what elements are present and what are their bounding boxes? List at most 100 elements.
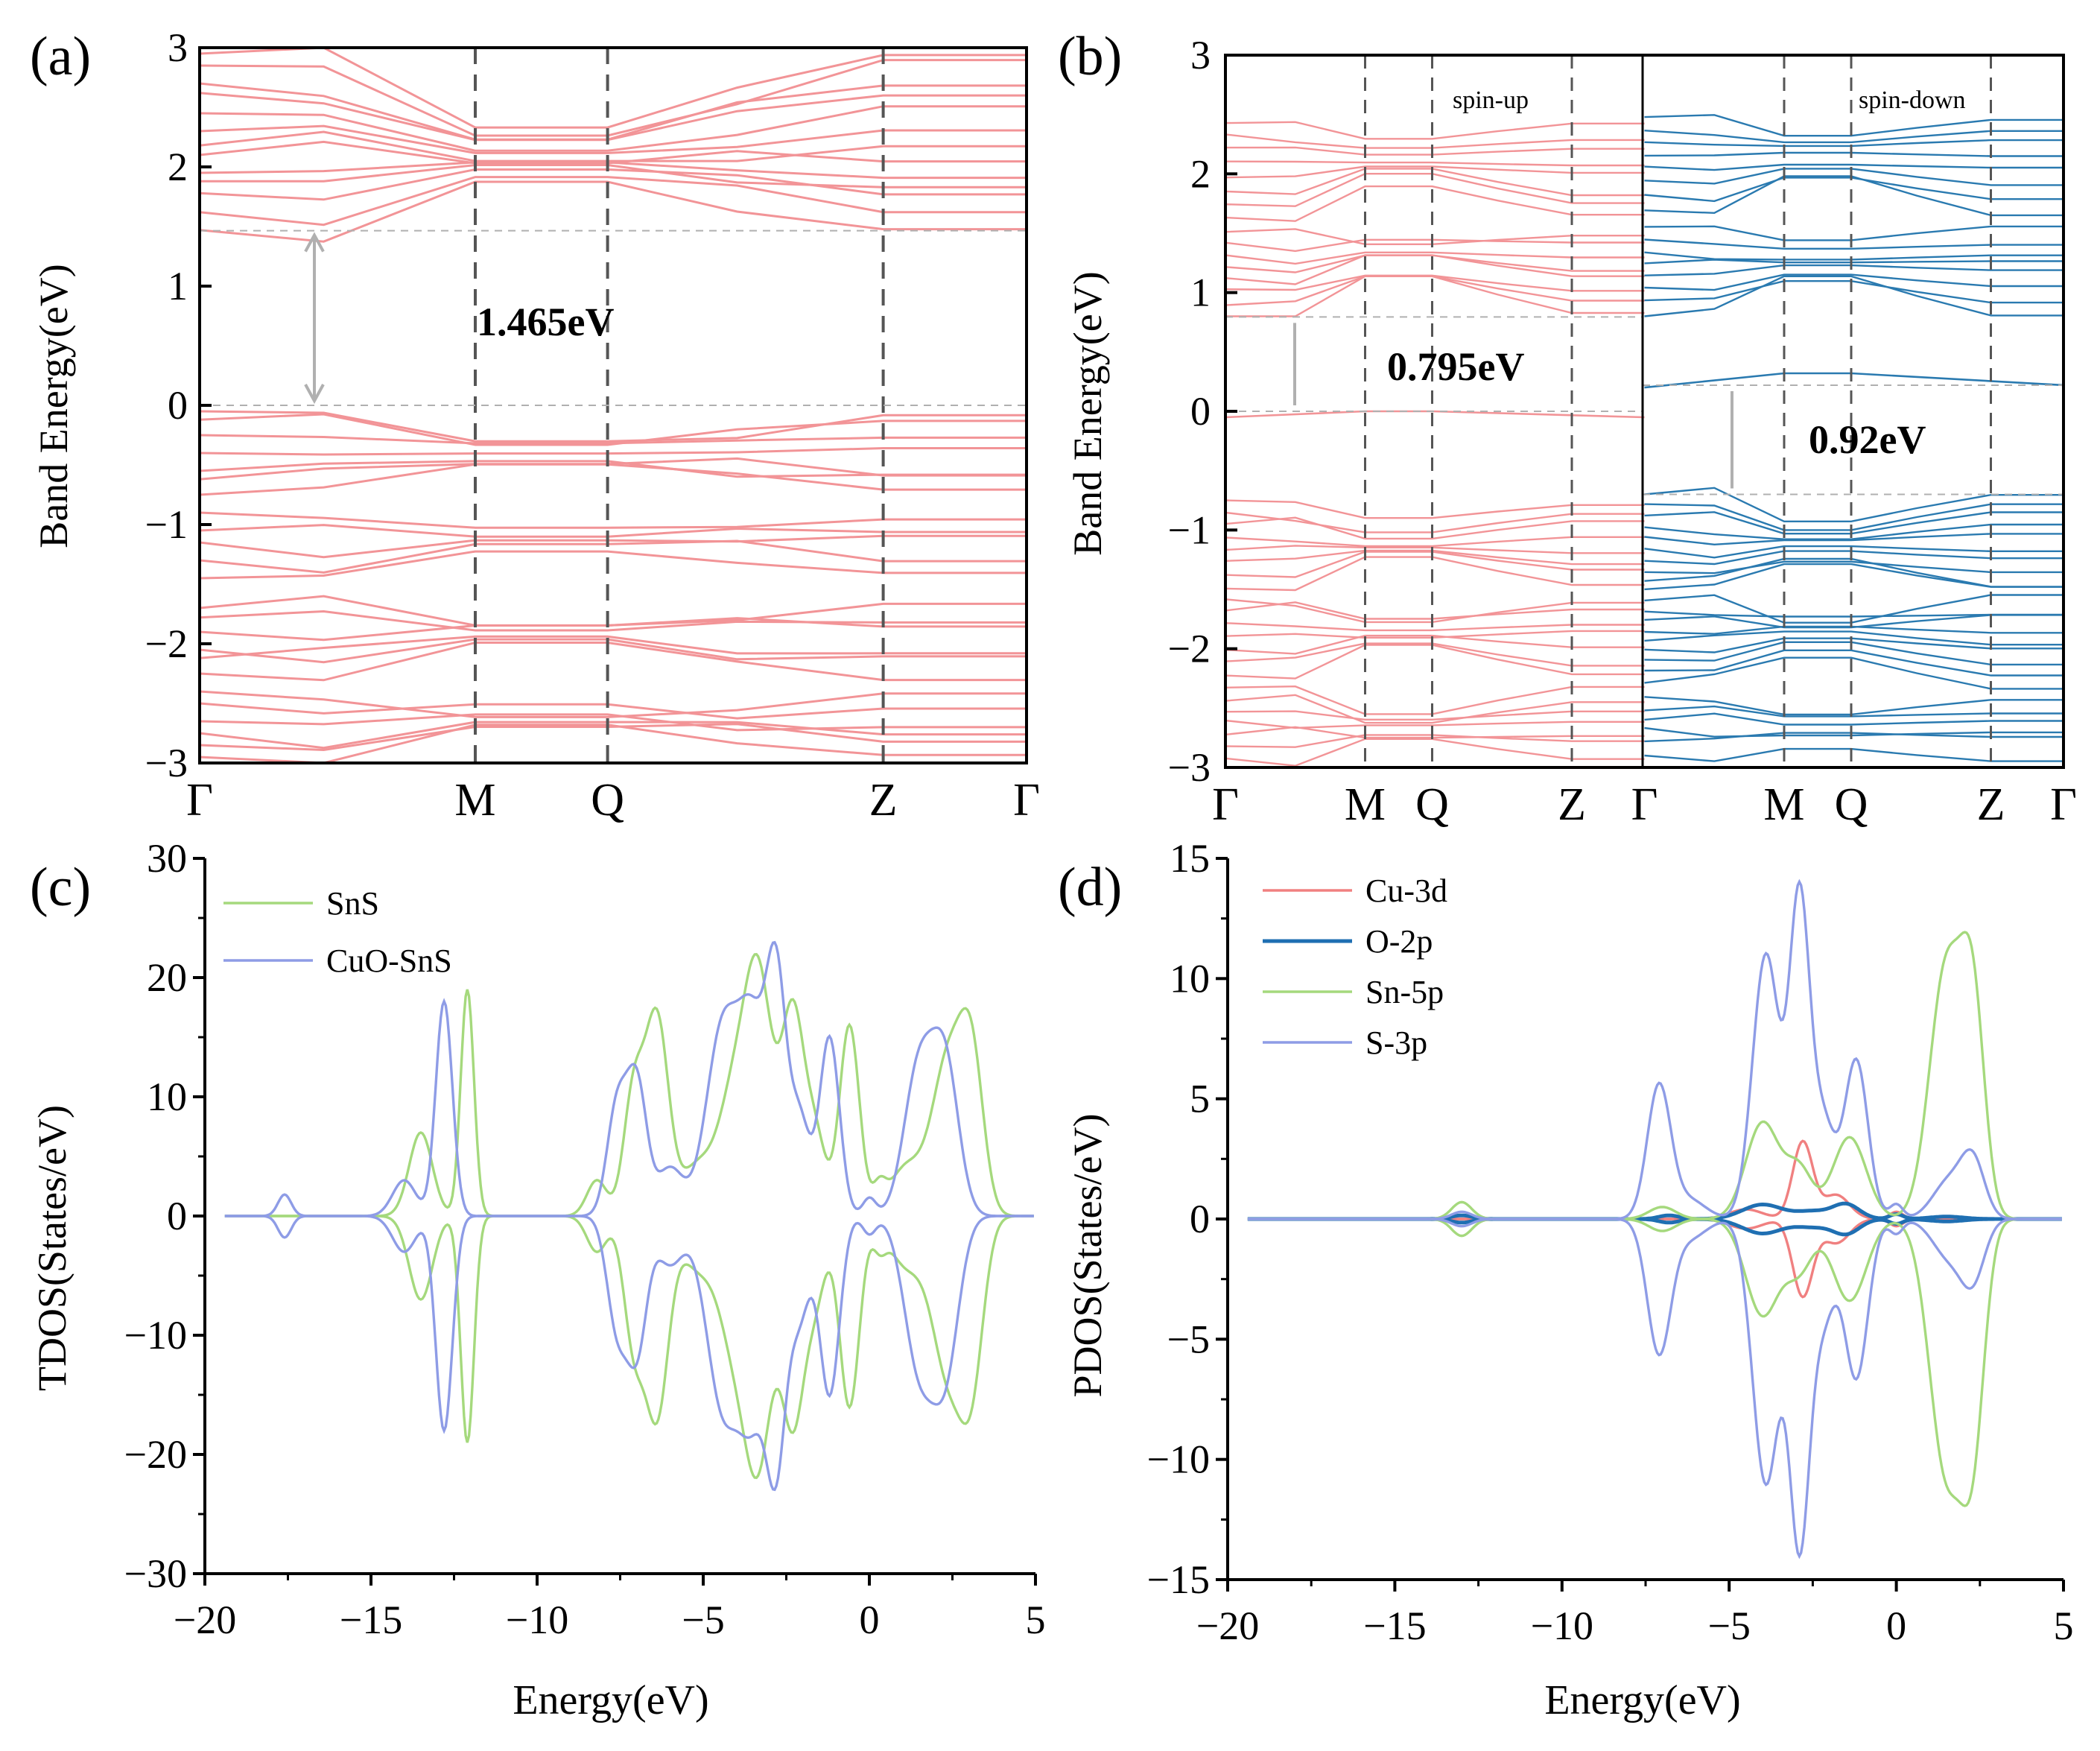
d-legend-label-3: S-3p [1365, 1025, 1427, 1061]
panel-b-kpoint-lines [1364, 55, 1992, 767]
panel-b-y-axis-label: Band Energy(eV) [1065, 271, 1110, 555]
d-xtick-label-5: 5 [2054, 1603, 2074, 1648]
panel-a-band-structure: (a) 1.465eV 3 2 1 0 −1 −2 −3 Γ M Q Z Γ Band Energy… [30, 25, 1040, 826]
panel-b-down-band-40 [1644, 747, 2063, 762]
d-ytick-label-2: 5 [1190, 1077, 1210, 1121]
panel-b-up-band-35 [1225, 726, 1645, 739]
panel-a-gap-arrowhead-bottom [304, 384, 325, 405]
d-ytick-label-1: 10 [1170, 956, 1210, 1001]
panel-b-up-band-9 [1225, 173, 1645, 207]
panel-b-ytick-label-3: 0 [1190, 389, 1211, 434]
c-series-0-up [224, 952, 1034, 1218]
panel-a-label: (a) [30, 26, 91, 87]
panel-a-ytick-label-5: −2 [145, 621, 188, 666]
panel-a-kpoint-0: Γ [186, 775, 213, 826]
panel-b-down-band-0 [1644, 275, 2063, 317]
c-series-1-down [224, 1215, 1034, 1492]
panel-b-down-band-12 [1644, 151, 2063, 157]
c-legend-label-1: CuO-SnS [326, 943, 452, 979]
panel-a-ytick-label-2: 1 [168, 264, 188, 308]
panel-a-ytick-label-0: 3 [168, 25, 188, 70]
panel-b-spin-down-gap-label: 0.92eV [1809, 417, 1926, 462]
panel-b-ytick-label-0: 3 [1190, 33, 1211, 77]
panel-b-up-band-special-0 [1225, 410, 1645, 419]
d-legend-label-2: Sn-5p [1365, 974, 1444, 1010]
panel-a-kpoint-1: M [454, 775, 495, 826]
panel-b-down-band-35 [1644, 696, 2063, 716]
panel-b-kpoint-4: Γ [1631, 779, 1658, 830]
panel-b-label: (b) [1058, 26, 1122, 87]
d-xtick-label-4: 0 [1886, 1603, 1906, 1648]
panel-c-label: (c) [30, 857, 91, 918]
panel-a-gap-indicator [200, 229, 1027, 406]
panel-b-y-ticks: 3 2 1 0 −1 −2 −3 [1168, 33, 1237, 790]
panel-b-spin-band-structure: (b) spin-up spin-down 0.795eV 0.92eV 3 2 1… [1058, 26, 2077, 830]
panel-b-up-band-18 [1225, 516, 1645, 540]
d-ytick-label-4: −5 [1167, 1317, 1210, 1361]
panel-b-kpoint-0: Γ [1212, 779, 1239, 830]
panel-b-up-band-12 [1225, 160, 1645, 167]
panel-b-down-band-33 [1644, 649, 2063, 677]
panel-c-y-axis-label: TDOS(States/eV) [30, 1105, 74, 1391]
panel-a-ytick-label-4: −1 [145, 502, 188, 547]
d-xtick-label-3: −5 [1707, 1603, 1750, 1648]
d-series-3-down [1247, 1218, 2062, 1560]
panel-b-up-band-37 [1225, 738, 1645, 767]
panel-b-down-band-25 [1644, 563, 2063, 591]
c-ytick-label-0: 30 [147, 836, 187, 881]
panel-b-up-band-0 [1225, 275, 1645, 317]
panel-a-band-6 [199, 130, 1027, 162]
panel-b-ytick-label-4: −1 [1168, 507, 1211, 552]
panel-a-band-14 [199, 413, 1027, 446]
panel-b-up-band-14 [1225, 133, 1645, 149]
panel-b-bands [1225, 114, 2064, 767]
c-ytick-label-2: 10 [147, 1074, 187, 1119]
panel-b-up-band-23 [1225, 556, 1645, 592]
d-series-0-up [1247, 1139, 2062, 1220]
d-ytick-label-3: 0 [1190, 1197, 1210, 1241]
panel-b-up-band-31 [1225, 685, 1645, 715]
panel-a-gap-arrowhead-top [304, 232, 325, 253]
panel-b-down-band-8 [1644, 175, 2063, 217]
d-series-1-down [1247, 1217, 2062, 1237]
panel-b-down-band-6 [1644, 238, 2063, 250]
panel-a-y-ticks: 3 2 1 0 −1 −2 −3 [145, 25, 212, 785]
panel-b-up-band-17 [1225, 511, 1645, 533]
panel-d-legend: Cu-3d O-2p Sn-5p S-3p [1263, 873, 1447, 1061]
panel-b-ytick-label-2: 1 [1190, 270, 1211, 315]
d-xtick-label-1: −15 [1363, 1603, 1426, 1648]
panel-b-up-band-6 [1225, 238, 1645, 253]
panel-b-up-band-11 [1225, 165, 1645, 179]
panel-d-curves [1247, 878, 2062, 1560]
c-xtick-label-4: 0 [860, 1598, 880, 1642]
d-series-0-down [1247, 1218, 2062, 1299]
panel-b-up-band-5 [1225, 251, 1645, 265]
d-ytick-label-5: −10 [1147, 1437, 1210, 1482]
c-series-1-up [224, 940, 1034, 1218]
d-ytick-label-6: −15 [1147, 1557, 1210, 1602]
panel-b-down-band-3 [1644, 264, 2063, 276]
panel-b-down-band-17 [1644, 503, 2063, 531]
d-legend-label-1: O-2p [1365, 923, 1433, 960]
d-ytick-label-0: 15 [1170, 836, 1210, 881]
panel-b-down-band-34 [1644, 656, 2063, 690]
panel-b-up-band-32 [1225, 694, 1645, 724]
c-xtick-label-5: 5 [1026, 1598, 1046, 1642]
panel-d-x-axis-label: Energy(eV) [1544, 1677, 1740, 1723]
panel-b-down-band-7 [1644, 225, 2063, 241]
panel-a-kpoint-4: Γ [1013, 775, 1040, 826]
panel-a-gap-label: 1.465eV [477, 300, 614, 344]
panel-b-down-band-9 [1644, 177, 2063, 203]
c-ytick-label-1: 20 [147, 955, 187, 1000]
panel-a-kpoint-3: Z [869, 775, 898, 826]
panel-b-up-band-26 [1225, 622, 1645, 632]
panel-b-kpoint-6: Q [1835, 779, 1868, 830]
c-xtick-label-3: −5 [682, 1598, 724, 1642]
panel-a-band-8 [199, 105, 1027, 152]
